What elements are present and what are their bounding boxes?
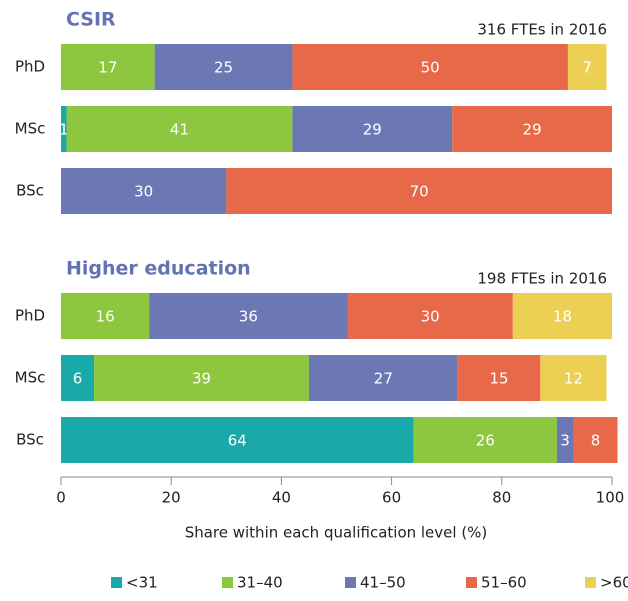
panel-title: CSIR [66,9,116,31]
data-label: 26 [476,432,495,450]
data-label: 25 [214,59,233,77]
legend-swatch [345,577,356,588]
category-label: PhD [15,307,45,325]
data-label: 64 [228,432,247,450]
x-tick-label: 80 [492,489,511,507]
data-label: 17 [98,59,117,77]
category-label: PhD [15,58,45,76]
data-label: 30 [421,308,440,326]
data-label: 12 [564,370,583,388]
x-tick-label: 40 [272,489,291,507]
x-tick-label: 100 [596,489,625,507]
legend-label: 31–40 [237,574,283,592]
bar-segment [512,293,612,339]
bar-segment [61,168,227,214]
category-label: BSc [16,431,44,449]
bar-segment [308,355,458,401]
legend-label: 41–50 [360,574,406,592]
bar-segment [66,106,293,152]
bar-segment [556,417,574,463]
bar-segment [154,44,293,90]
data-label: 29 [523,121,542,139]
data-label: 6 [73,370,83,388]
data-label: 18 [553,308,572,326]
data-label: 41 [170,121,189,139]
bar-segment [61,44,155,90]
bar-segment [61,417,414,463]
data-label: 3 [560,432,570,450]
bar-segment [457,355,541,401]
data-label: 36 [239,308,258,326]
data-label: 1 [59,121,69,139]
bar-segment [567,44,607,90]
data-label: 39 [192,370,211,388]
bar-segment [94,355,309,401]
data-label: 7 [582,59,592,77]
annotation: 316 FTEs in 2016 [477,21,607,39]
bar-segment [573,417,618,463]
bar-segment [347,293,513,339]
x-axis-title: Share within each qualification level (%… [185,524,488,542]
bar-segment [61,355,95,401]
legend-swatch [222,577,233,588]
data-label: 70 [410,183,429,201]
legend-swatch [585,577,596,588]
bar-segment [413,417,557,463]
bar-segment [226,168,613,214]
category-label: BSc [16,182,44,200]
bar-segment [61,106,67,152]
category-label: MSc [15,369,46,387]
legend-swatch [466,577,477,588]
bar-segment [452,106,612,152]
data-label: 29 [363,121,382,139]
bar-segment [540,355,607,401]
data-label: 8 [591,432,601,450]
legend-label: >60 [600,574,628,592]
x-tick-label: 20 [162,489,181,507]
bar-segment [61,293,150,339]
x-tick-label: 0 [56,489,66,507]
data-label: 30 [134,183,153,201]
bar-segment [292,44,568,90]
legend-label: 51–60 [481,574,527,592]
legend-label: <31 [126,574,158,592]
category-label: MSc [15,120,46,138]
panel-title: Higher education [66,258,251,280]
annotation: 198 FTEs in 2016 [477,270,607,288]
data-label: 27 [374,370,393,388]
data-label: 50 [421,59,440,77]
legend-swatch [111,577,122,588]
data-label: 16 [96,308,115,326]
bar-segment [149,293,348,339]
x-tick-label: 60 [382,489,401,507]
data-label: 15 [489,370,508,388]
bar-segment [292,106,453,152]
